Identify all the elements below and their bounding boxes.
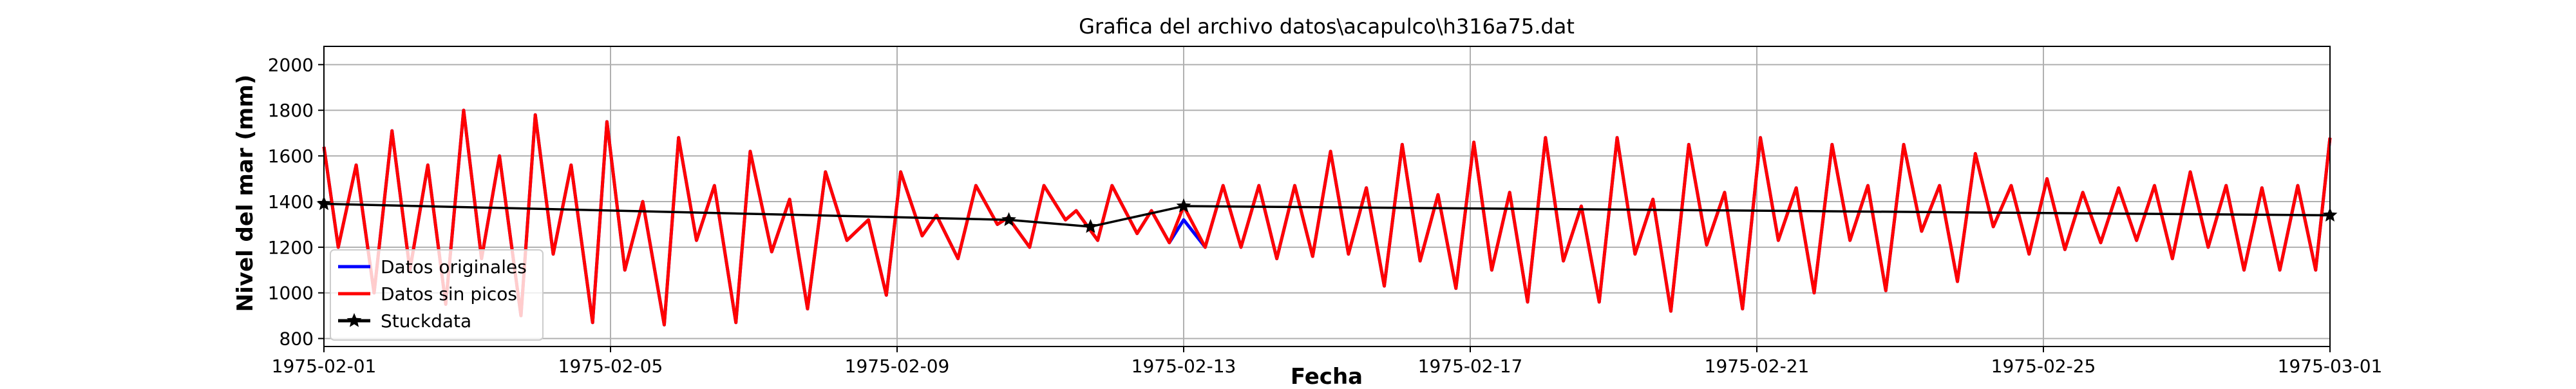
x-tick-label: 1975-03-01 xyxy=(2278,356,2383,377)
chart-title: Grafica del archivo datos\acapulco\h316a… xyxy=(1079,14,1575,39)
y-tick-label: 1400 xyxy=(268,191,314,213)
legend-box xyxy=(330,249,544,341)
y-tick-label: 800 xyxy=(279,328,314,350)
star-marker xyxy=(1176,198,1191,213)
y-tick-label: 1200 xyxy=(268,237,314,258)
x-tick-label: 1975-02-17 xyxy=(1418,356,1523,377)
legend-label: Stuckdata xyxy=(381,310,471,332)
legend-label: Datos sin picos xyxy=(381,283,517,305)
x-tick-label: 1975-02-13 xyxy=(1132,356,1236,377)
y-tick-label: 1000 xyxy=(268,283,314,304)
y-tick-label: 1600 xyxy=(268,146,314,167)
y-tick-label: 2000 xyxy=(268,54,314,75)
x-axis-label: Fecha xyxy=(1291,364,1363,386)
star-marker xyxy=(1083,218,1098,233)
y-axis-label: Nivel del mar (mm) xyxy=(232,75,258,312)
legend-marker xyxy=(346,313,362,327)
plot-area xyxy=(324,46,2330,346)
plot-frame xyxy=(323,46,2331,347)
x-tick-label: 1975-02-05 xyxy=(558,356,663,377)
star-marker xyxy=(1001,212,1016,227)
x-tick-label: 1975-02-01 xyxy=(272,356,377,377)
x-tick-label: 1975-02-09 xyxy=(845,356,950,377)
x-tick-label: 1975-02-21 xyxy=(1705,356,1810,377)
y-tick-label: 1800 xyxy=(268,100,314,121)
legend-label: Datos originales xyxy=(381,256,527,278)
x-tick-label: 1975-02-25 xyxy=(1991,356,2096,377)
